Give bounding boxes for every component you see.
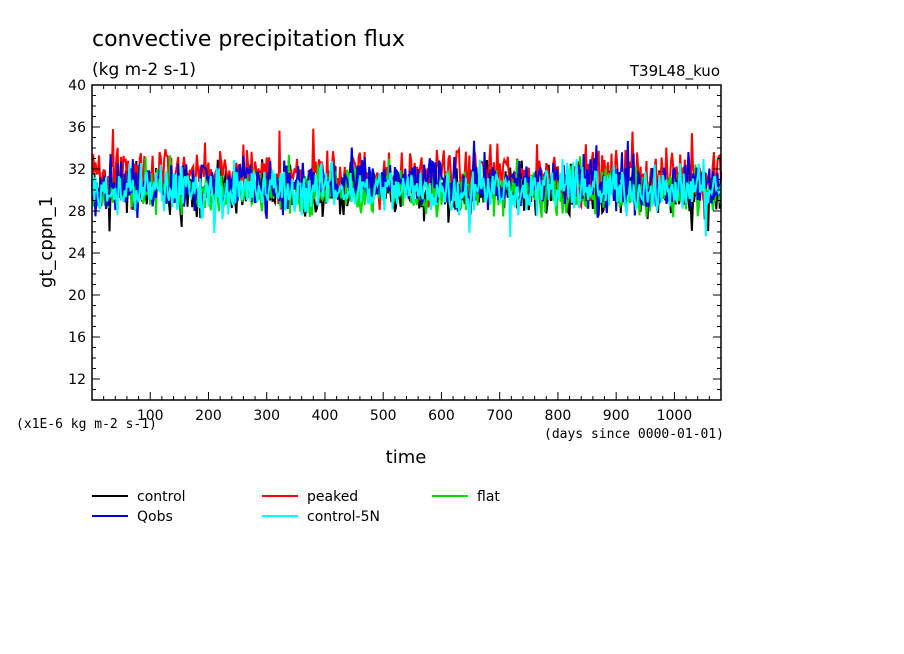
legend-label: control-5N [307,509,380,525]
experiment-label: T39L48_kuo [629,62,720,81]
legend-label: control [137,489,186,505]
x-tick-label: 200 [195,408,222,424]
y-tick-label: 20 [68,288,86,304]
y-tick-label: 16 [68,330,86,346]
y-tick-label: 36 [68,120,86,136]
x-axis-label: time [386,447,427,468]
x-tick-label: 800 [545,408,572,424]
chart-units: (kg m-2 s-1) [92,60,196,80]
legend-label: flat [477,489,500,505]
legend-label: Qobs [137,509,173,525]
x-tick-label: 700 [486,408,513,424]
y-tick-label: 32 [68,162,86,178]
x-tick-label: 500 [370,408,397,424]
x-tick-label: 600 [428,408,455,424]
x-tick-label: 900 [603,408,630,424]
chart-title: convective precipitation flux [92,27,405,52]
y-tick-label: 24 [68,246,86,262]
legend: control peaked flat Qobs control-5N [92,489,500,525]
series-layer [91,128,722,238]
y-tick-label: 40 [68,78,86,94]
x-tick-label: 1000 [657,408,693,424]
ticks-layer: 12 16 20 24 28 32 36 40 100 200 300 400 500 600 700 800… [68,78,722,424]
y-tick-label: 28 [68,204,86,220]
series-line-control-5n [91,158,722,238]
legend-label: peaked [307,489,358,505]
plot-frame [91,84,722,401]
y-axis-label: gt_cppn_1 [36,196,57,288]
x-tick-label: 400 [312,408,339,424]
y-tick-label: 12 [68,372,86,388]
x-tick-label: 100 [137,408,164,424]
x-tick-label: 300 [253,408,280,424]
x-units-note: (days since 0000-01-01) [544,427,724,442]
y-scale-note: (x1E-6 kg m-2 s-1) [16,417,157,432]
